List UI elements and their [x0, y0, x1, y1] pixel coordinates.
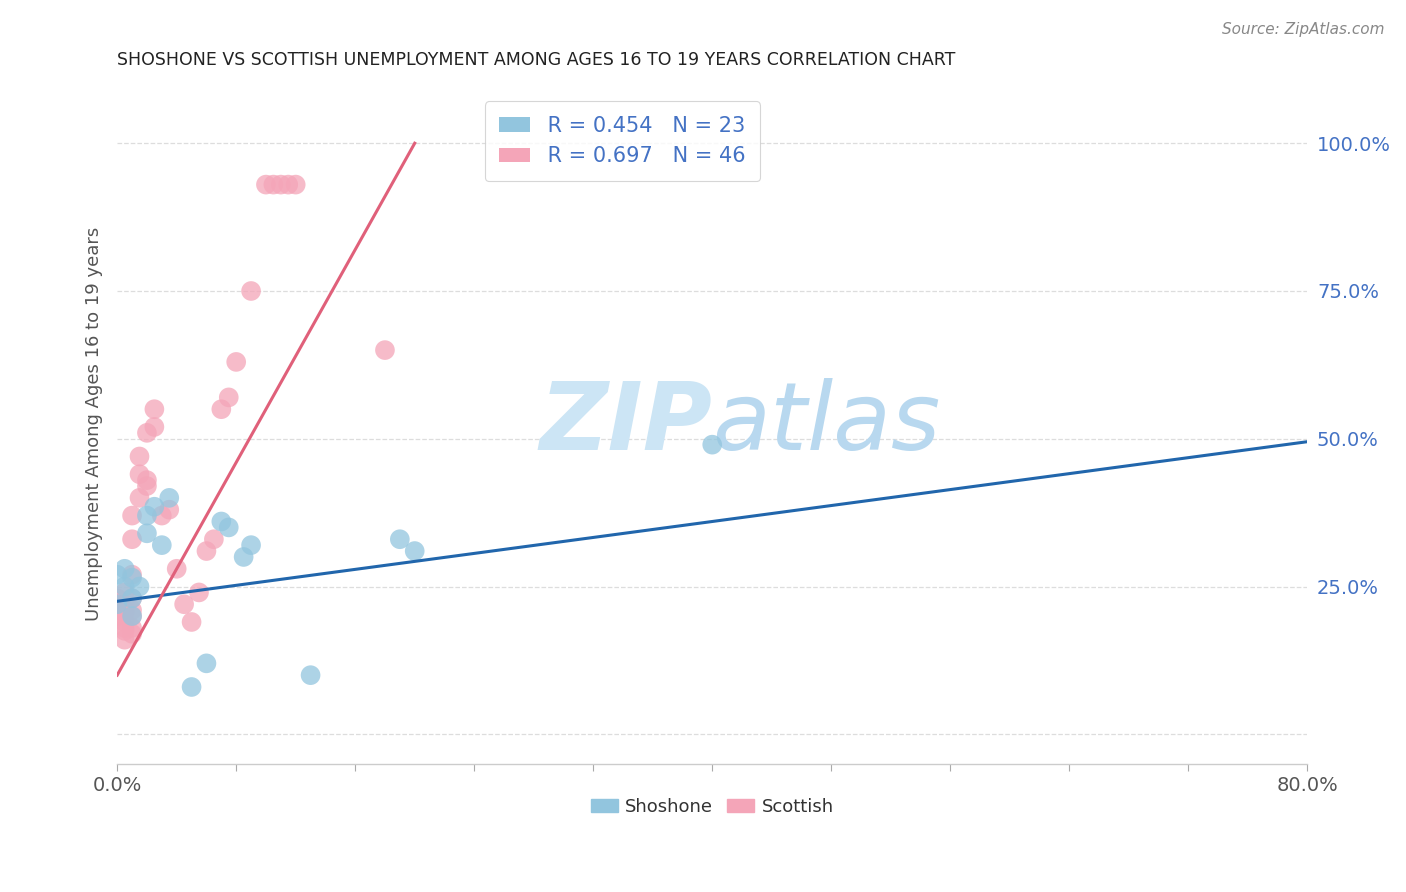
Point [105, 609, 128, 624]
Point [121, 508, 143, 523]
Point [114, 632, 136, 647]
Point [195, 657, 218, 671]
Point [114, 606, 136, 620]
Point [143, 500, 166, 514]
Y-axis label: Unemployment Among Ages 16 to 19 years: Unemployment Among Ages 16 to 19 years [86, 227, 103, 621]
Point [136, 508, 159, 523]
Text: SHOSHONE VS SCOTTISH UNEMPLOYMENT AMONG AGES 16 TO 19 YEARS CORRELATION CHART: SHOSHONE VS SCOTTISH UNEMPLOYMENT AMONG … [117, 51, 956, 69]
Point [121, 609, 143, 624]
Point [105, 567, 128, 582]
Point [218, 520, 240, 534]
Point [114, 597, 136, 611]
Point [209, 402, 232, 417]
Point [105, 597, 128, 611]
Point [188, 585, 211, 599]
Point [121, 603, 143, 617]
Point [388, 533, 411, 547]
Point [136, 425, 159, 440]
Point [173, 597, 195, 611]
Point [254, 178, 277, 192]
Point [136, 479, 159, 493]
Point [128, 450, 150, 464]
Point [270, 178, 292, 192]
Point [114, 562, 136, 576]
Point [225, 355, 247, 369]
Point [374, 343, 396, 357]
Point [702, 437, 724, 451]
Point [114, 624, 136, 638]
Point [143, 402, 166, 417]
Point [232, 549, 254, 564]
Point [105, 597, 128, 611]
Point [166, 562, 188, 576]
Point [209, 515, 232, 529]
Point [240, 284, 263, 298]
Point [143, 420, 166, 434]
Point [121, 609, 143, 624]
Legend: Shoshone, Scottish: Shoshone, Scottish [583, 790, 841, 822]
Point [218, 390, 240, 404]
Point [114, 603, 136, 617]
Point [404, 544, 426, 558]
Point [121, 571, 143, 585]
Point [180, 680, 202, 694]
Point [284, 178, 307, 192]
Point [136, 526, 159, 541]
Point [121, 567, 143, 582]
Point [277, 178, 299, 192]
Point [114, 615, 136, 629]
Point [121, 627, 143, 641]
Point [128, 467, 150, 482]
Point [121, 621, 143, 635]
Point [157, 491, 180, 505]
Point [105, 603, 128, 617]
Point [240, 538, 263, 552]
Point [114, 621, 136, 635]
Text: atlas: atlas [713, 378, 941, 469]
Point [262, 178, 284, 192]
Point [114, 580, 136, 594]
Point [128, 580, 150, 594]
Point [150, 538, 173, 552]
Point [121, 591, 143, 606]
Point [114, 585, 136, 599]
Text: Source: ZipAtlas.com: Source: ZipAtlas.com [1222, 22, 1385, 37]
Point [105, 591, 128, 606]
Point [150, 508, 173, 523]
Point [202, 533, 225, 547]
Point [121, 533, 143, 547]
Point [128, 491, 150, 505]
Point [157, 502, 180, 516]
Point [180, 615, 202, 629]
Point [195, 544, 218, 558]
Point [121, 591, 143, 606]
Text: ZIP: ZIP [540, 378, 713, 470]
Point [299, 668, 322, 682]
Point [136, 473, 159, 487]
